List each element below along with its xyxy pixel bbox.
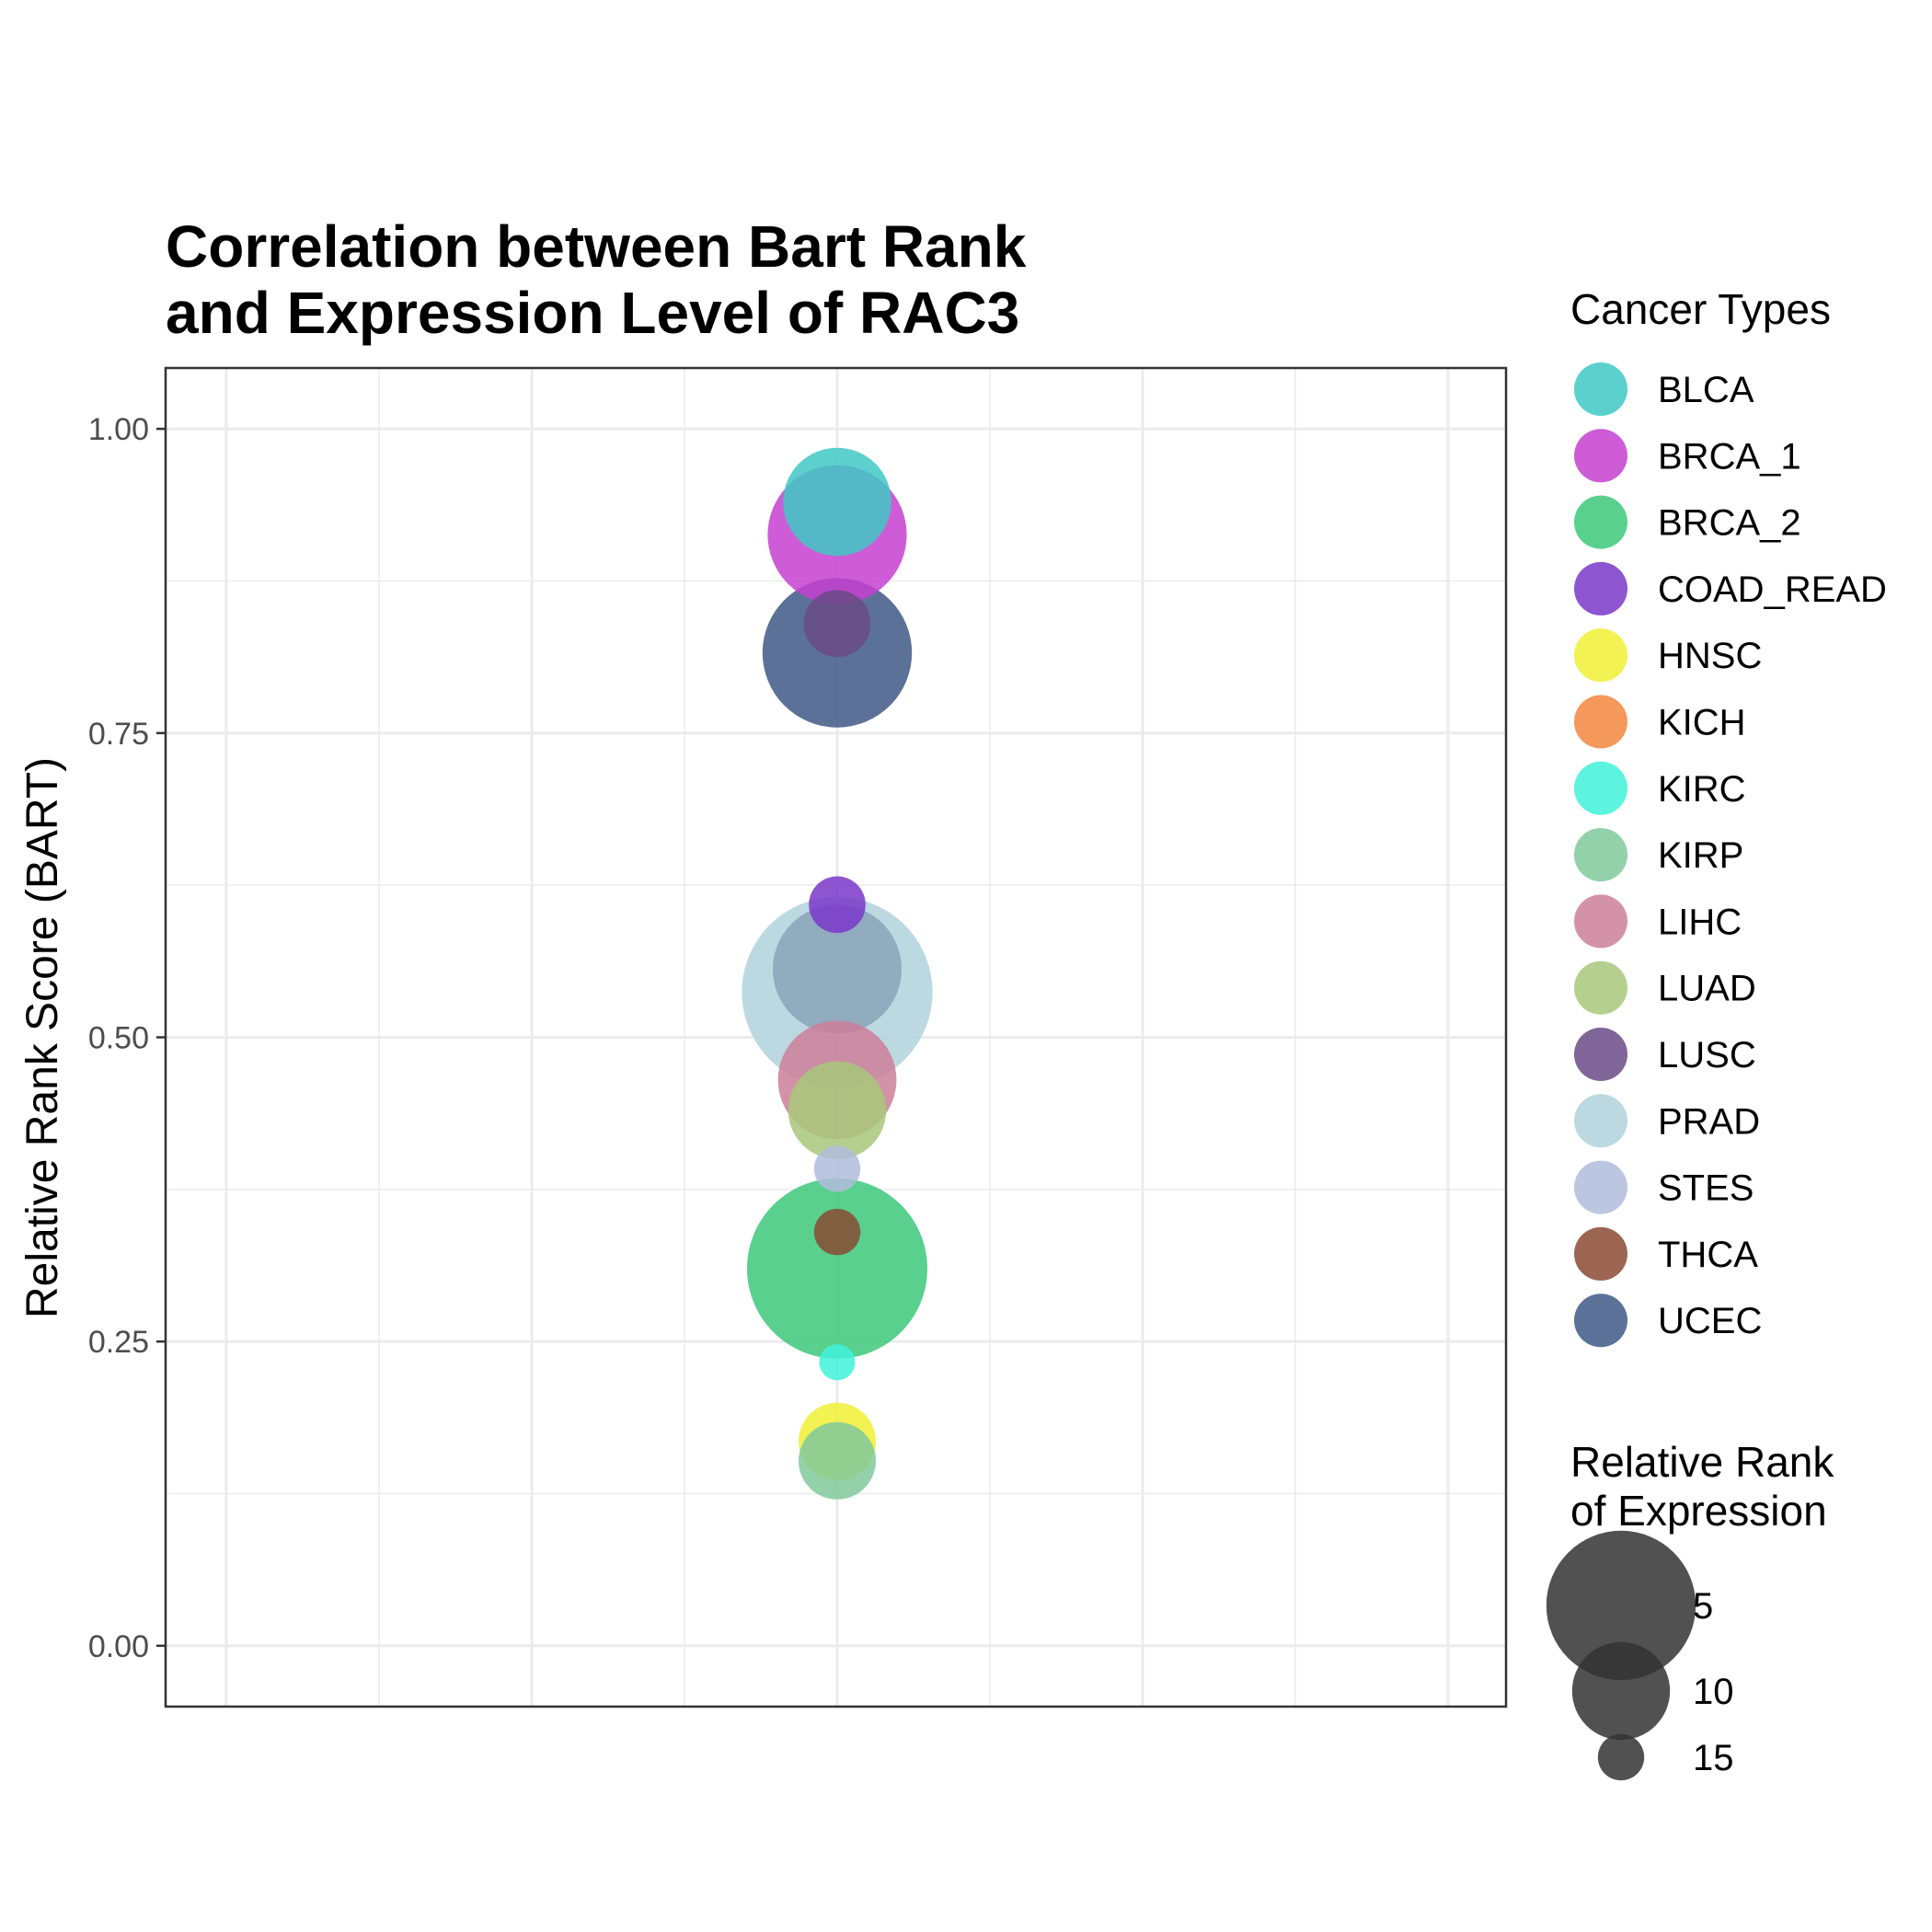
legend-key-kirc bbox=[1574, 761, 1627, 815]
legend-key-brca-2 bbox=[1574, 495, 1627, 549]
plot-panel bbox=[164, 366, 1508, 1708]
legend-label-blca: BLCA bbox=[1658, 370, 1754, 410]
chart-title: Correlation between Bart Rank and Expres… bbox=[166, 213, 1027, 346]
legend-label-thca: THCA bbox=[1658, 1235, 1758, 1275]
legend-label-lihc: LIHC bbox=[1658, 902, 1742, 942]
legend-label-luad: LUAD bbox=[1658, 969, 1756, 1009]
size-legend-label-5: 5 bbox=[1693, 1586, 1713, 1627]
size-legend-title-line-2: of Expression bbox=[1570, 1487, 1827, 1535]
legend-label-coad-read: COAD_READ bbox=[1658, 569, 1887, 610]
point-blca bbox=[783, 447, 891, 557]
y-axis-title: Relative Rank Score (BART) bbox=[18, 757, 67, 1318]
legend-label-ucec: UCEC bbox=[1658, 1301, 1762, 1341]
legend-key-blca bbox=[1574, 362, 1627, 416]
size-legend-title-line-1: Relative Rank bbox=[1570, 1438, 1834, 1486]
point-kirc bbox=[819, 1344, 856, 1381]
legend-label-brca-2: BRCA_2 bbox=[1658, 503, 1801, 544]
legend-label-stes: STES bbox=[1658, 1168, 1754, 1209]
size-legend-key-15 bbox=[1597, 1733, 1645, 1781]
point-kirp bbox=[799, 1421, 876, 1500]
legend-key-lihc bbox=[1574, 894, 1627, 949]
size-legend-label-10: 10 bbox=[1693, 1672, 1734, 1712]
color-legend-items: BLCA BRCA_1 BRCA_2 COAD_READ HNSC KICH KIRC KIR… bbox=[1574, 362, 1887, 1348]
legend-label-kirp: KIRP bbox=[1658, 835, 1743, 876]
point-unlabeled bbox=[773, 904, 902, 1034]
size-legend-key-10 bbox=[1571, 1641, 1671, 1741]
color-legend: Cancer Types BLCA BRCA_1 BRCA_2 COAD_READ HN… bbox=[1570, 285, 1887, 1348]
legend-key-ucec bbox=[1574, 1294, 1627, 1348]
legend-key-brca-1 bbox=[1574, 429, 1627, 483]
legend-key-kirp bbox=[1574, 828, 1627, 882]
chart-title-line-2: and Expression Level of RAC3 bbox=[166, 280, 1019, 346]
legend-key-coad-read bbox=[1574, 561, 1627, 615]
y-tick-label: 0.00 bbox=[88, 1629, 149, 1664]
data-points bbox=[742, 447, 933, 1500]
point-thca bbox=[813, 1208, 861, 1256]
point-luad bbox=[788, 1061, 887, 1160]
size-legend-label-15: 15 bbox=[1693, 1738, 1734, 1778]
legend-key-prad bbox=[1574, 1094, 1627, 1148]
legend-key-hnsc bbox=[1574, 628, 1627, 683]
point-stes bbox=[813, 1145, 861, 1192]
chart-title-line-1: Correlation between Bart Rank bbox=[166, 213, 1027, 280]
point-coad-read bbox=[809, 876, 866, 934]
legend-key-stes bbox=[1574, 1160, 1627, 1214]
y-tick-label: 0.50 bbox=[88, 1021, 149, 1056]
y-tick-label: 0.25 bbox=[88, 1325, 149, 1360]
size-legend-items: 5 10 15 bbox=[1546, 1530, 1734, 1781]
y-tick-label: 1.00 bbox=[88, 412, 149, 447]
legend-label-lusc: LUSC bbox=[1658, 1035, 1756, 1075]
legend-key-luad bbox=[1574, 960, 1627, 1015]
legend-label-brca-1: BRCA_1 bbox=[1658, 436, 1801, 477]
y-axis: 0.00 0.25 0.50 0.75 1.00 bbox=[88, 412, 166, 1664]
legend-label-hnsc: HNSC bbox=[1658, 636, 1762, 676]
point-brca-2 bbox=[747, 1178, 927, 1359]
legend-label-kirc: KIRC bbox=[1658, 769, 1746, 810]
color-legend-title: Cancer Types bbox=[1570, 285, 1831, 333]
legend-key-lusc bbox=[1574, 1028, 1627, 1081]
point-lusc bbox=[803, 590, 871, 658]
legend-key-thca bbox=[1574, 1226, 1627, 1281]
size-legend: Relative Rank of Expression 5 10 15 bbox=[1546, 1438, 1834, 1781]
legend-label-kich: KICH bbox=[1658, 703, 1746, 743]
y-tick-label: 0.75 bbox=[88, 717, 149, 752]
legend-label-prad: PRAD bbox=[1658, 1101, 1760, 1142]
size-legend-key-5 bbox=[1546, 1530, 1696, 1681]
legend-key-kich bbox=[1574, 695, 1627, 749]
